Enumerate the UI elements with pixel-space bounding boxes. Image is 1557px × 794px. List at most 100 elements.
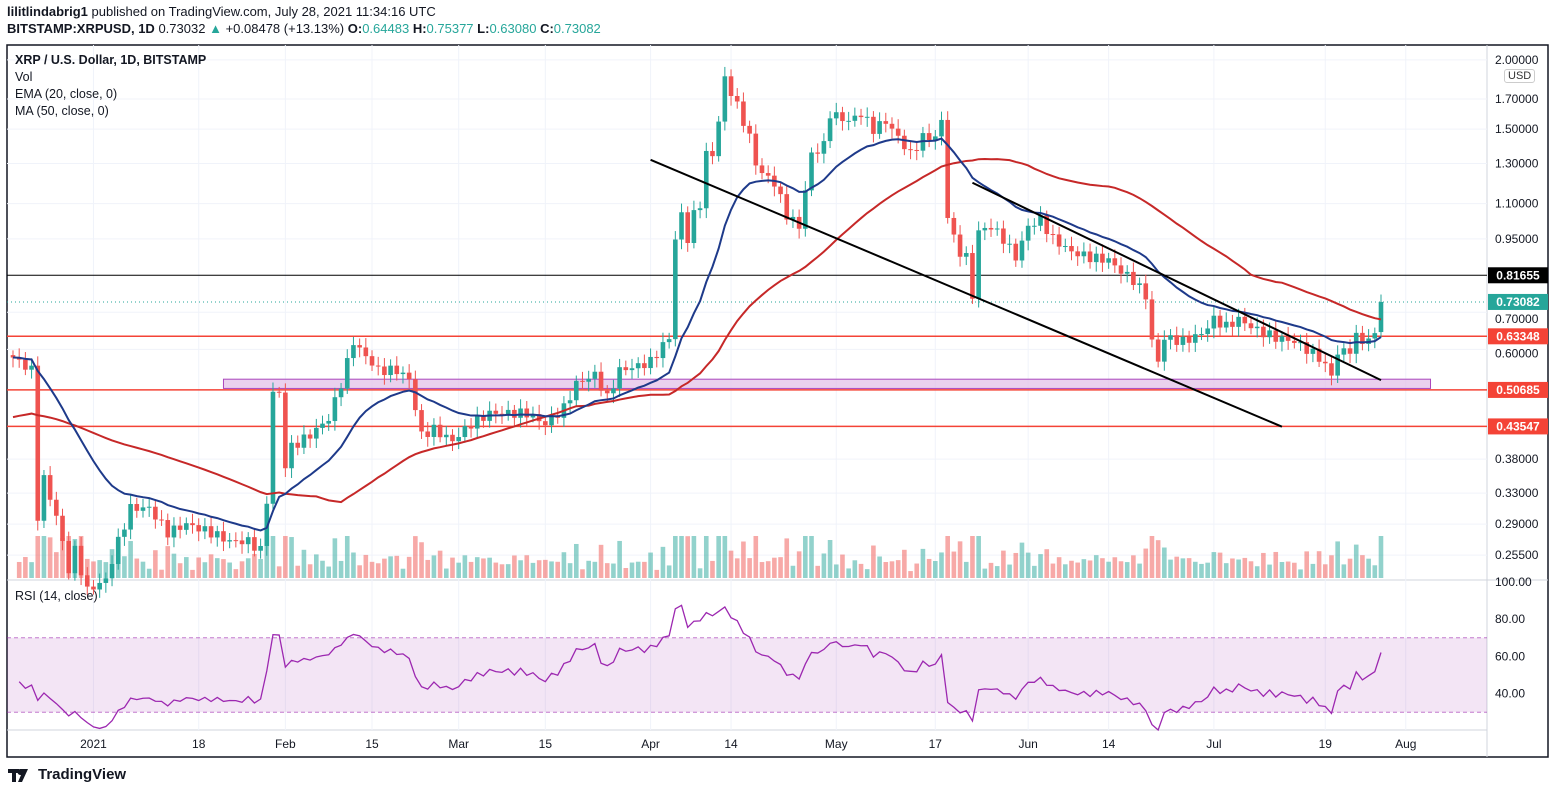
- candle: [629, 358, 635, 379]
- candle-body: [283, 392, 288, 469]
- volume-bar: [648, 552, 653, 578]
- candle: [1168, 329, 1173, 350]
- candle: [858, 108, 864, 125]
- candle: [635, 357, 641, 378]
- candle-body: [1261, 326, 1266, 338]
- candle: [1322, 354, 1328, 373]
- time-tick-label: 2021: [80, 737, 107, 751]
- candle-body: [208, 526, 214, 538]
- rsi-line: [18, 604, 1382, 732]
- candle-body: [289, 442, 294, 469]
- rsi-tick-label: 40.00: [1495, 687, 1525, 701]
- volume-bar: [772, 557, 777, 578]
- candle: [1292, 333, 1297, 349]
- candle-body: [512, 409, 517, 418]
- candle-body: [1199, 334, 1204, 336]
- legend-ema[interactable]: EMA (20, close, 0): [15, 87, 118, 101]
- candle: [456, 427, 461, 450]
- volume-bar: [536, 560, 542, 578]
- volume-bar: [1069, 560, 1074, 578]
- volume-bar: [171, 553, 177, 578]
- volume-bar: [1087, 560, 1093, 578]
- candle: [1013, 238, 1019, 267]
- candle-body: [957, 234, 963, 257]
- volume-bar: [976, 536, 981, 578]
- candle: [444, 425, 449, 446]
- candle-body: [982, 227, 988, 231]
- author[interactable]: lilitlindabrig1: [7, 4, 88, 19]
- volume-bar: [16, 561, 22, 578]
- candle-body: [784, 194, 790, 220]
- candle-body: [1174, 335, 1180, 345]
- candle-body: [988, 227, 994, 230]
- candle: [1205, 320, 1210, 342]
- candle-body: [877, 121, 882, 134]
- candle: [586, 370, 591, 392]
- candle: [833, 102, 839, 126]
- candle: [1056, 226, 1062, 255]
- volume-bar: [512, 555, 517, 578]
- candle: [573, 375, 579, 407]
- candle-body: [1013, 243, 1019, 261]
- candle: [115, 528, 121, 570]
- volume-bar: [425, 559, 431, 578]
- volume-bar: [660, 546, 666, 578]
- volume-bar: [487, 557, 492, 578]
- candle-body: [481, 415, 486, 421]
- volume-bar: [604, 563, 610, 578]
- volume-bar: [60, 538, 65, 578]
- price-tick-label: 1.10000: [1495, 197, 1539, 211]
- volume-bar: [1223, 563, 1229, 578]
- volume-bar: [47, 537, 53, 578]
- candle-body: [803, 190, 808, 229]
- candle: [60, 508, 65, 551]
- candle-body: [388, 365, 393, 376]
- candle: [1298, 334, 1303, 351]
- candle-body: [1273, 330, 1279, 342]
- tradingview-logo[interactable]: TradingView: [8, 766, 126, 783]
- candle: [214, 525, 220, 547]
- candle-body: [1032, 225, 1037, 227]
- volume-bar: [214, 558, 220, 578]
- legend-vol[interactable]: Vol: [15, 70, 33, 84]
- legend-ma[interactable]: MA (50, close, 0): [15, 104, 109, 118]
- volume-bar: [208, 554, 214, 578]
- currency-button[interactable]: USD: [1504, 69, 1536, 83]
- volume-bar: [1360, 555, 1365, 578]
- volume-bar: [530, 562, 536, 578]
- candle-body: [592, 371, 598, 379]
- candle: [245, 532, 251, 554]
- high-label: H:: [412, 21, 427, 36]
- candle-body: [765, 173, 771, 176]
- candle-body: [734, 96, 740, 102]
- candle-body: [926, 133, 932, 141]
- candle: [580, 371, 585, 389]
- candle-body: [1347, 348, 1353, 354]
- candle: [926, 123, 932, 148]
- volume-bar: [821, 553, 827, 578]
- candle-body: [741, 101, 746, 126]
- candle-body: [270, 391, 276, 504]
- legend-rsi[interactable]: RSI (14, close): [15, 589, 98, 603]
- level-price-label: 0.50685: [1496, 383, 1540, 397]
- candle-body: [344, 358, 350, 389]
- volume-bar: [1236, 559, 1241, 578]
- price-tick-label: 0.38000: [1495, 452, 1539, 466]
- candle-body: [629, 368, 635, 371]
- volume-bar: [734, 558, 740, 578]
- ma-50-line: [12, 158, 1382, 504]
- candle: [450, 429, 455, 452]
- candle: [400, 366, 406, 384]
- candle: [1149, 291, 1155, 348]
- candle: [505, 400, 511, 421]
- candle: [252, 527, 257, 557]
- volume-bar: [221, 559, 226, 578]
- volume-bar: [728, 550, 734, 578]
- level-price-badge: [1488, 418, 1548, 435]
- candle: [691, 200, 697, 249]
- level-price-badge: [1488, 381, 1548, 398]
- candle: [1001, 220, 1006, 254]
- candle: [722, 66, 728, 131]
- candle: [1143, 274, 1149, 310]
